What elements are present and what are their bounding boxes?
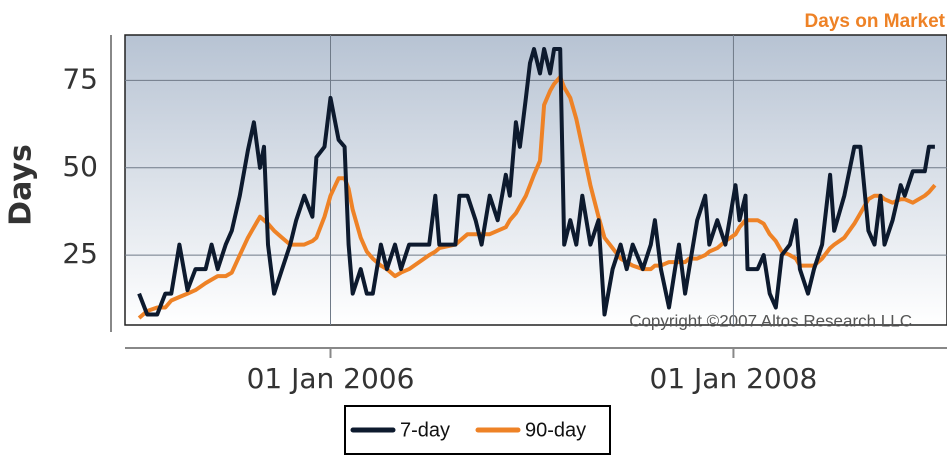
legend: 7-day 90-day (344, 405, 611, 455)
y-tick-label: 25 (62, 237, 98, 270)
y-axis-label: Days (4, 144, 39, 226)
x-tick-label: 01 Jan 2006 (247, 362, 415, 395)
chart-title: Days on Market (805, 11, 946, 32)
x-tick-label: 01 Jan 2008 (650, 362, 818, 395)
y-tick-label: 75 (62, 62, 98, 95)
annotation: Copyright ©2007 Altos Research LLC (629, 311, 912, 330)
legend-label: 7-day (400, 419, 450, 441)
y-tick-label: 50 (62, 150, 98, 183)
plot-area (124, 34, 947, 326)
legend-label: 90-day (525, 419, 586, 441)
series-line (137, 47, 935, 317)
